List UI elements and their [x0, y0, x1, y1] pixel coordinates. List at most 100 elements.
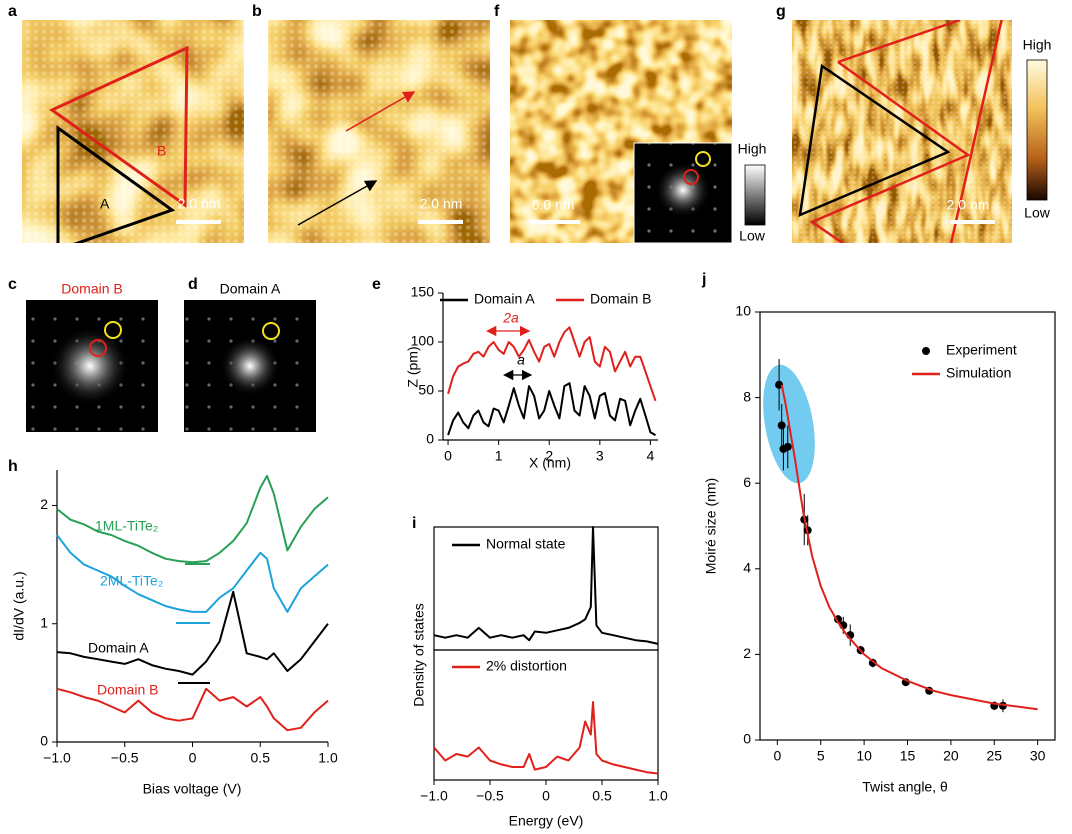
x-tick-label: 25 — [986, 748, 1002, 764]
series-label: 2ML-TiTe₂ — [100, 573, 163, 589]
panel-title: Domain B — [61, 281, 122, 297]
x-tick-label: 1.0 — [648, 788, 668, 804]
x-tick-label: 0 — [444, 448, 452, 464]
y-axis-label: Z (pm) — [405, 346, 421, 387]
marker-circle — [104, 321, 122, 339]
annotation: A — [100, 196, 110, 212]
y-tick-label: 50 — [418, 382, 434, 398]
panel-label: h — [8, 458, 18, 475]
y-tick-label: 6 — [743, 474, 751, 490]
x-tick-label: 0.5 — [592, 788, 612, 804]
y-tick-label: 8 — [743, 388, 751, 404]
data-point — [783, 442, 792, 451]
y-tick-label: 0 — [743, 731, 751, 747]
x-axis-label: X (nm) — [529, 455, 571, 471]
panel-c: c Domain B — [8, 276, 158, 432]
legend-label: Normal state — [486, 536, 566, 552]
data-line — [56, 687, 329, 732]
panel-label: a — [8, 3, 17, 20]
data-line — [56, 590, 329, 676]
legend-marker — [922, 347, 930, 355]
colorbar-label: High — [738, 141, 767, 157]
data-line — [447, 382, 656, 436]
data-point — [868, 658, 877, 667]
domain-b-outline — [49, 45, 189, 208]
panel-label: f — [494, 3, 500, 20]
panel-f: f 6.0 nm High Low — [494, 3, 766, 243]
x-tick-label: −1.0 — [43, 750, 71, 766]
series-label: Domain A — [88, 640, 149, 656]
y-axis-label: dI/dV (a.u.) — [11, 571, 27, 640]
x-tick-label: 0 — [542, 788, 550, 804]
y-tick-label: 10 — [735, 303, 751, 319]
x-tick-label: −0.5 — [111, 750, 139, 766]
x-tick-label: 5 — [817, 748, 825, 764]
data-line — [56, 534, 329, 613]
y-tick-label: 2 — [743, 645, 751, 661]
panel-g: g 2.0 nm High Low — [776, 3, 1052, 243]
panel-b: b 2.0 nm — [252, 3, 490, 243]
annotation: B — [157, 143, 166, 159]
x-tick-label: 30 — [1030, 748, 1046, 764]
panel-label: b — [252, 3, 262, 20]
annotation: a — [517, 352, 525, 368]
data-point — [777, 421, 786, 430]
domain-outline — [837, 20, 961, 64]
data-line — [447, 326, 657, 402]
scale-bar-label: 2.0 nm — [420, 196, 463, 212]
y-axis-label: Density of states — [411, 603, 427, 707]
x-axis-label: Twist angle, θ — [862, 779, 948, 795]
panel-label: e — [372, 276, 381, 293]
x-tick-label: 20 — [943, 748, 959, 764]
legend-label: Experiment — [946, 342, 1017, 358]
x-tick-label: 4 — [647, 448, 655, 464]
series-label: Domain B — [97, 682, 158, 698]
panel-title: Domain A — [220, 281, 281, 297]
domain-outline — [809, 60, 971, 243]
y-tick-label: 2 — [40, 496, 48, 512]
x-tick-label: −0.5 — [476, 788, 504, 804]
panel-a: a B A 2.0 nm — [8, 3, 244, 243]
panel-label: i — [412, 515, 416, 532]
colorbar-label: Low — [739, 228, 766, 244]
x-axis-label: Bias voltage (V) — [143, 781, 242, 797]
marker-circle — [89, 339, 107, 357]
x-tick-label: 1.0 — [318, 750, 338, 766]
arrow — [345, 91, 416, 132]
series-label: 1ML-TiTe₂ — [95, 518, 158, 534]
data-line — [433, 526, 659, 645]
scale-bar-label: 2.0 nm — [947, 197, 990, 213]
x-tick-label: 0 — [189, 750, 197, 766]
y-axis-label: Moiré size (nm) — [703, 478, 719, 574]
panel-label: c — [8, 276, 17, 293]
colorbar-label: Low — [1024, 205, 1051, 221]
x-tick-label: −1.0 — [420, 788, 448, 804]
fft-center — [220, 336, 280, 396]
scale-bar-label: 6.0 nm — [532, 197, 575, 213]
annotation: 2a — [502, 310, 519, 326]
y-tick-label: 100 — [411, 333, 435, 349]
y-tick-label: 4 — [743, 560, 751, 576]
legend-label: Domain A — [474, 291, 535, 307]
legend-label: Simulation — [946, 365, 1011, 381]
x-tick-label: 15 — [900, 748, 916, 764]
marker-circle — [695, 151, 711, 167]
marker-circle — [262, 322, 280, 340]
colorbar-label: High — [1023, 37, 1052, 53]
domain-outline — [949, 20, 1003, 243]
colorbar — [744, 164, 766, 226]
data-line — [56, 474, 329, 564]
domain-outline — [798, 63, 951, 218]
scale-bar-label: 2.0 nm — [178, 196, 221, 212]
marker-circle — [683, 169, 699, 185]
x-tick-label: 3 — [596, 448, 604, 464]
domain-a-outline — [56, 125, 176, 243]
panel-label: g — [776, 3, 786, 20]
legend-label: 2% distortion — [486, 658, 567, 674]
legend-label: Domain B — [590, 291, 651, 307]
arrow — [297, 180, 378, 226]
atom-lattice — [268, 20, 490, 243]
x-tick-label: 10 — [856, 748, 872, 764]
